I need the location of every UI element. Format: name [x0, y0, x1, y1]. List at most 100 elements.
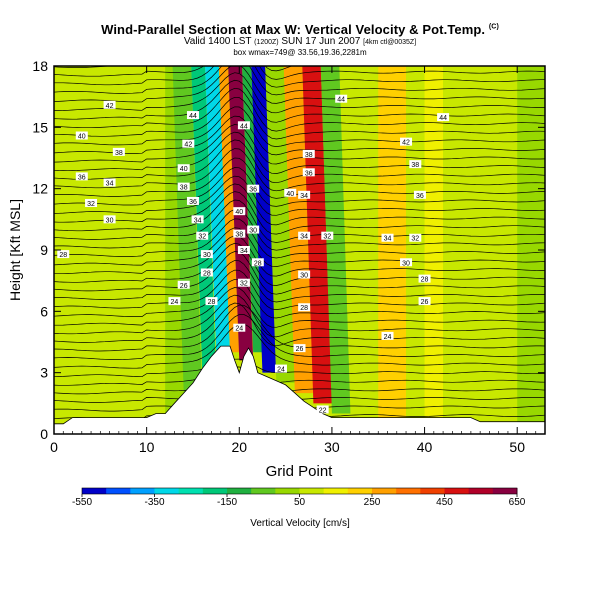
contour-label: 38	[112, 147, 125, 157]
contour-label-text: 32	[323, 234, 331, 241]
contour-label-text: 30	[300, 273, 308, 280]
contour-label: 28	[251, 258, 264, 267]
contour-label-text: 28	[59, 252, 67, 259]
y-tick-label: 6	[40, 303, 48, 319]
contour-label: 44	[186, 111, 199, 120]
theta-contour-line	[54, 124, 545, 165]
theta-contour-line	[54, 278, 545, 319]
subtitle-utc: (1200Z)	[254, 39, 279, 46]
theta-contour-line	[54, 374, 545, 395]
contour-label-bg	[103, 100, 116, 109]
contour-label-bg	[298, 231, 311, 240]
theta-contour-line	[54, 66, 293, 72]
contour-label-text: 36	[416, 193, 424, 200]
contour-label-bg	[400, 137, 413, 146]
contour-label-text: 26	[180, 283, 188, 290]
contour-label: 24	[168, 297, 181, 306]
title-block: Wind-Parallel Section at Max W: Vertical…	[0, 22, 600, 57]
contour-label-text: 28	[208, 299, 216, 306]
contour-label: 26	[293, 344, 306, 353]
contour-label-text: 24	[235, 326, 243, 333]
theta-contour-line	[54, 260, 545, 303]
contour-label-text: 34	[384, 236, 392, 243]
contour-label-text: 40	[286, 191, 294, 198]
theta-contour-line	[54, 139, 545, 184]
contour-label-text: 38	[411, 162, 419, 169]
colorbar-segment	[154, 488, 180, 494]
contour-label: 24	[274, 364, 287, 374]
velocity-band	[265, 66, 295, 383]
y-tick-label: 15	[32, 119, 48, 135]
contour-label-text: 24	[277, 367, 285, 374]
velocity-band	[406, 66, 425, 418]
colorbar-segment	[444, 488, 470, 494]
contour-label: 28	[205, 297, 218, 306]
contour-label-bg	[237, 246, 250, 254]
contour-label-bg	[191, 215, 204, 224]
contour-label-text: 42	[184, 142, 192, 149]
theta-contours	[54, 66, 545, 421]
contour-label: 34	[381, 233, 394, 243]
theta-contour-line	[54, 294, 545, 338]
theta-contour-line	[54, 175, 545, 216]
colorbar-segment	[372, 488, 397, 494]
velocity-field	[54, 66, 545, 434]
contour-label-bg	[247, 184, 260, 193]
contour-label-text: 44	[337, 97, 345, 104]
contour-label: 36	[247, 184, 260, 194]
contour-label: 42	[400, 137, 413, 147]
x-tick-label: 50	[509, 439, 525, 455]
theta-contour-line	[54, 79, 545, 123]
colorbar-segment	[275, 488, 300, 494]
theta-contour-line	[54, 66, 545, 104]
contour-label-bg	[251, 258, 264, 267]
contour-label-bg	[418, 297, 431, 306]
theta-contour-line	[54, 66, 545, 80]
contour-label-text: 28	[203, 270, 211, 277]
contour-label-bg	[302, 149, 315, 158]
velocity-band	[443, 66, 481, 418]
contour-label-bg	[335, 94, 348, 103]
contour-label-bg	[196, 231, 209, 240]
colorbar-tick-label: 50	[294, 497, 306, 508]
contour-label: 30	[200, 250, 213, 259]
velocity-band	[378, 66, 407, 418]
contour-label-bg	[437, 113, 450, 122]
theta-contour-line	[54, 366, 545, 386]
contour-label: 40	[177, 164, 190, 173]
colorbar-segment	[347, 488, 373, 494]
contour-label-bg	[274, 364, 287, 373]
theta-contour-line	[54, 148, 545, 192]
y-tick-label: 0	[40, 426, 48, 442]
contour-label-text: 30	[402, 260, 410, 267]
x-tick-label: 30	[324, 439, 340, 455]
contour-label-bg	[302, 168, 315, 177]
contour-label: 30	[247, 225, 260, 235]
contour-label-text: 28	[421, 277, 429, 284]
velocity-band	[205, 66, 231, 353]
y-tick-label: 12	[32, 181, 48, 197]
contour-label: 36	[186, 196, 199, 206]
x-axis-label: Grid Point	[266, 463, 334, 480]
contour-label-text: 32	[87, 201, 95, 208]
contour-label-bg	[400, 258, 413, 267]
contour-label-bg	[57, 250, 70, 259]
contour-label-text: 42	[402, 140, 410, 147]
contour-label-text: 32	[198, 234, 206, 241]
colorbar-label: Vertical Velocity [cm/s]	[250, 518, 350, 529]
contour-label-text: 40	[180, 166, 188, 173]
contour-label: 44	[335, 94, 348, 104]
contour-label-text: 42	[106, 103, 114, 110]
contour-label-text: 26	[296, 346, 304, 353]
contour-label-bg	[293, 344, 306, 353]
contour-label-text: 34	[300, 234, 308, 241]
y-tick-label: 3	[40, 365, 48, 381]
contour-label-text: 44	[189, 113, 197, 120]
velocity-band	[109, 66, 166, 434]
contour-label: 42	[103, 100, 116, 110]
contour-label: 40	[233, 207, 246, 216]
contour-label-text: 38	[115, 150, 123, 157]
contour-label-bg	[177, 164, 190, 173]
contour-label-bg	[321, 231, 334, 240]
